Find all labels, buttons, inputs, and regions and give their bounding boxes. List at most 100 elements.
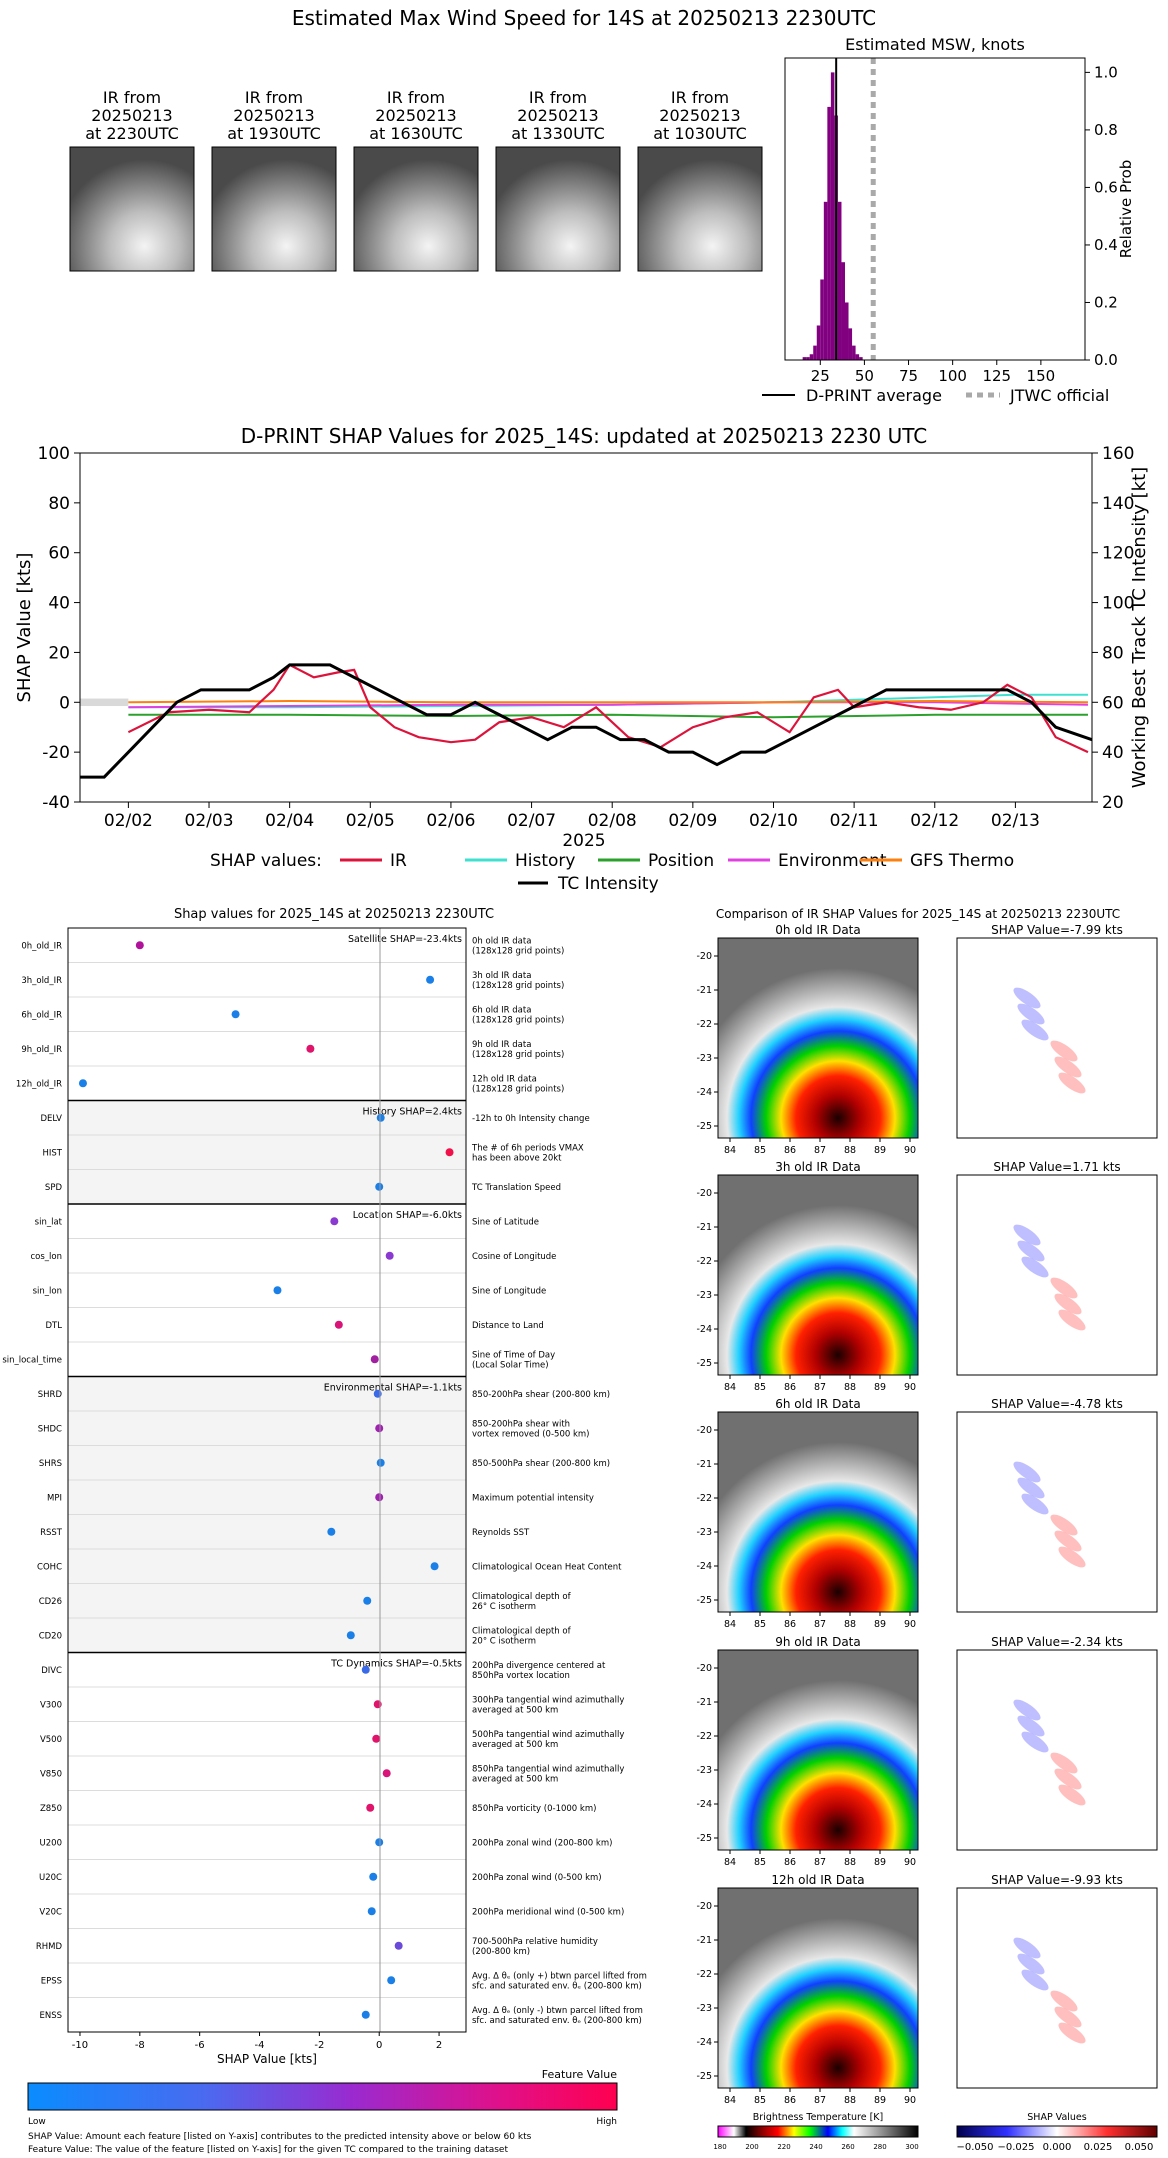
shap-colorbar-tick: −0.025 <box>997 2142 1034 2153</box>
histogram-bar <box>830 72 835 360</box>
ir-panel-title: 3h old IR Data <box>775 1160 861 1174</box>
x-tick-label: 84 <box>724 1382 736 1393</box>
x-tick-label: 02/03 <box>185 811 234 831</box>
feature-name: V300 <box>40 1700 62 1710</box>
x-tick-label: 02/06 <box>426 811 475 831</box>
feature-shap-dot <box>334 1320 343 1329</box>
feature-shap-dot <box>135 941 144 950</box>
ir-panel-image <box>717 1887 919 2089</box>
y-axis-label: Relative Prob <box>1117 160 1135 259</box>
legend-label-position: Position <box>648 851 714 871</box>
shap-texture <box>1050 1514 1078 1536</box>
feature-description-line2: sfc. and saturated env. θₑ (200-800 km) <box>472 1981 642 1991</box>
x-tick-label: 02/05 <box>346 811 395 831</box>
x-tick-label: 85 <box>754 1857 766 1868</box>
x-tick-label: 02/07 <box>507 811 556 831</box>
feature-shap-dot <box>387 1976 396 1985</box>
x-tick-label: 100 <box>938 367 967 385</box>
histogram-bar <box>841 262 845 360</box>
timeseries-frame <box>79 452 1093 803</box>
x-tick-label: 02/09 <box>668 811 717 831</box>
legend-jtwc-label: JTWC official <box>1009 386 1109 405</box>
series-line-environment <box>128 701 1088 709</box>
feature-description-line2: has been above 20kt <box>472 1153 562 1163</box>
y2-tick-label: 80 <box>1102 643 1124 663</box>
x-tick-label: 88 <box>844 1382 856 1393</box>
y-tick-label: 20 <box>48 643 70 663</box>
feature-description-line2: 26° C isotherm <box>472 1602 536 1612</box>
feature-shap-dot <box>367 1907 376 1916</box>
shap-texture <box>1054 1768 1082 1790</box>
y-tick-label: -23 <box>696 1053 712 1064</box>
feature-description-line1: 0h old IR data <box>472 936 531 946</box>
bt-colorbar-tick: 200 <box>745 2143 758 2151</box>
x-tick-label: 89 <box>874 1382 886 1393</box>
feature-shap-dot <box>430 1562 439 1571</box>
bt-colorbar-tick: 180 <box>713 2143 726 2151</box>
feature-description: -12h to 0h Intensity change <box>472 1114 590 1124</box>
thumb-label-line1: IR from <box>529 88 587 107</box>
histogram-frame <box>784 57 1086 361</box>
shap-values-colorbar <box>956 2125 1158 2138</box>
thumb-label-line2: 20250213 <box>233 106 314 125</box>
feature-description: Sine of Longitude <box>472 1286 546 1296</box>
feature-description-line2: (Local Solar Time) <box>472 1360 549 1370</box>
feature-description-line1: The # of 6h periods VMAX <box>471 1143 584 1153</box>
x-tick-label: 86 <box>784 1145 796 1156</box>
ir-panel-title: 0h old IR Data <box>775 923 861 937</box>
feature-description-line1: 850-200hPa shear with <box>472 1419 570 1429</box>
series-line-position <box>128 713 1088 719</box>
ir-shap-comparison: Comparison of IR SHAP Values for 2025_14… <box>696 907 1158 2153</box>
y-tick-label: -20 <box>696 1901 712 1912</box>
shap-texture <box>1013 1461 1041 1483</box>
ir-panel-image <box>717 1411 919 1613</box>
feature-description-line1: 3h old IR data <box>472 971 531 981</box>
ir-panel-title: 6h old IR Data <box>775 1397 861 1411</box>
feature-name: SPD <box>45 1183 63 1193</box>
y-tick-label: -22 <box>696 1731 712 1742</box>
feature-shap-dot <box>376 1113 385 1122</box>
feature-description-line1: 200hPa divergence centered at <box>472 1661 606 1671</box>
shap-panel-image <box>956 1649 1158 1851</box>
x-tick-label: 88 <box>844 1145 856 1156</box>
x-tick-label: 02/13 <box>991 811 1040 831</box>
feature-name: 12h_old_IR <box>16 1079 62 1089</box>
feature-description: TC Translation Speed <box>471 1183 561 1193</box>
y-tick-label: -20 <box>42 743 70 763</box>
y-tick-label: 60 <box>48 544 70 564</box>
shap-texture <box>1021 1493 1049 1515</box>
y-tick-label: -23 <box>696 1527 712 1538</box>
x-tick-label: 85 <box>754 2095 766 2106</box>
shap-texture <box>1058 1309 1086 1331</box>
feature-description-line2: 850hPa vortex location <box>472 1671 570 1681</box>
y-tick-label: -23 <box>696 1290 712 1301</box>
x-tick-label: 87 <box>814 2095 826 2106</box>
x-tick-label: -4 <box>255 2040 265 2051</box>
feature-name: V20C <box>39 1907 62 1917</box>
feature-shap-dot <box>375 1182 384 1191</box>
y2-tick-label: 160 <box>1102 444 1134 464</box>
feature-shap-dot <box>375 1493 384 1502</box>
shap-panel-title: SHAP Value=-9.93 kts <box>991 1873 1123 1887</box>
group-summary-label: Environmental SHAP=-1.1kts <box>324 1383 462 1394</box>
y-tick-label: -21 <box>696 1697 712 1708</box>
y-tick-label: 0.8 <box>1094 121 1118 139</box>
shap-texture <box>1058 2022 1086 2044</box>
shap-texture <box>1058 1784 1086 1806</box>
shap-texture <box>1058 1546 1086 1568</box>
y-tick-label: -25 <box>696 2071 712 2082</box>
shap-texture <box>1054 1293 1082 1315</box>
feature-description-line1: Avg. Δ θₑ (only +) btwn parcel lifted fr… <box>472 1971 647 1981</box>
feature-shap-dot <box>375 1424 384 1433</box>
shap-panel-image <box>956 1887 1158 2089</box>
legend-label-environment: Environment <box>778 851 887 871</box>
colorbar-low-label: Low <box>28 2117 46 2127</box>
feature-shap-dot <box>373 1700 382 1709</box>
y-tick-label: -24 <box>696 1087 712 1098</box>
feature-name: SHDC <box>38 1424 62 1434</box>
x-tick-label: 125 <box>982 367 1011 385</box>
x-tick-label: 02/04 <box>265 811 314 831</box>
y-tick-label: -21 <box>696 985 712 996</box>
feature-name: SHRD <box>38 1390 63 1400</box>
